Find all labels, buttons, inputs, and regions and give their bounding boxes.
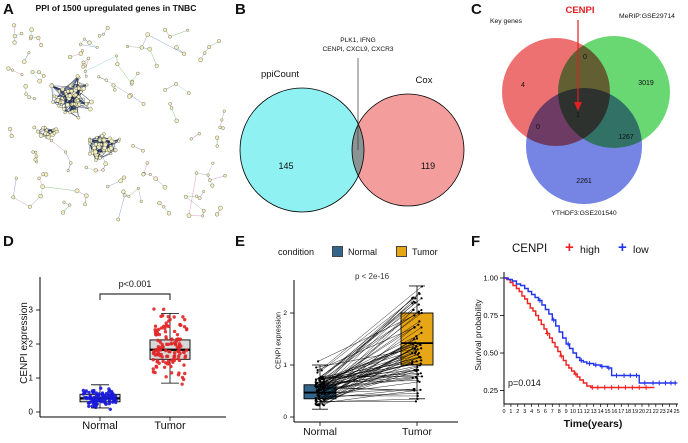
svg-text:21: 21 bbox=[646, 409, 652, 415]
e-x-label-normal: Normal bbox=[303, 426, 337, 438]
f-legend-label-low: low bbox=[633, 244, 649, 256]
venn2-set2-label: Cox bbox=[415, 75, 433, 86]
venn3-plot bbox=[502, 20, 670, 204]
svg-text:15: 15 bbox=[605, 409, 611, 415]
venn3-count-b-only: 3019 bbox=[638, 80, 654, 87]
venn2-overlap-genes-line1: PLK1, IFNG bbox=[340, 37, 376, 44]
svg-text:6: 6 bbox=[544, 409, 547, 415]
svg-text:0.50: 0.50 bbox=[483, 349, 498, 358]
d-y-axis-title: CENPI expression bbox=[19, 302, 30, 384]
e-legend-key-normal bbox=[332, 246, 343, 257]
paired-expression-plot: 0 1 2 bbox=[283, 280, 458, 426]
panel-a: A PPI of 1500 upregulated genes in TNBC bbox=[0, 0, 232, 232]
svg-text:22: 22 bbox=[653, 409, 659, 415]
e-legend-label-tumor: Tumor bbox=[412, 247, 438, 257]
venn2-set1-count: 145 bbox=[278, 161, 294, 171]
expression-scatter-plot: 0 1 2 3 bbox=[29, 277, 226, 421]
panel-b: B PLK1, IFNG CENPI, CXCL9, CXCR3 ppiCoun… bbox=[232, 0, 468, 232]
panel-c: C CENPI Key genes MeRIP:GSE29714 YTHDF3:… bbox=[468, 0, 688, 232]
panel-c-label: C bbox=[471, 1, 482, 18]
venn3-count-ab: 0 bbox=[583, 54, 587, 61]
panel-d: D 0 1 2 3 CENPI expression p<0.001 Normal T… bbox=[0, 232, 232, 443]
venn3-count-ac: 0 bbox=[536, 124, 540, 131]
svg-text:0.75: 0.75 bbox=[483, 311, 498, 320]
e-legend-label-normal: Normal bbox=[348, 247, 378, 257]
panel-a-label: A bbox=[3, 1, 14, 18]
f-x-axis-title: Time(years) bbox=[563, 418, 623, 430]
survival-plot: 1.000.750.500.250 1 2 3 4 5 6 7 8 9 10 11 12 13 14 15 16… bbox=[483, 272, 680, 415]
svg-text:18: 18 bbox=[625, 409, 631, 415]
f-legend-label-high: high bbox=[580, 244, 600, 256]
svg-text:5: 5 bbox=[537, 409, 540, 415]
panel-e-label: E bbox=[235, 233, 246, 250]
venn3-setc-label: YTHDF3:GSE201540 bbox=[551, 210, 617, 217]
venn2-set2-count: 119 bbox=[420, 161, 436, 171]
venn3-setb-label: MeRIP:GSE29714 bbox=[619, 13, 675, 20]
svg-text:13: 13 bbox=[591, 409, 597, 415]
svg-text:11: 11 bbox=[577, 409, 583, 415]
svg-text:0: 0 bbox=[283, 414, 287, 421]
svg-text:0: 0 bbox=[503, 409, 506, 415]
svg-text:0: 0 bbox=[29, 408, 34, 417]
panel-b-label: B bbox=[235, 1, 246, 18]
panel-d-label: D bbox=[3, 233, 14, 250]
e-x-label-tumor: Tumor bbox=[402, 426, 432, 438]
d-pvalue: p<0.001 bbox=[118, 279, 152, 289]
svg-text:1.00: 1.00 bbox=[483, 274, 498, 283]
cenpi-highlight-label: CENPI bbox=[565, 5, 595, 16]
svg-text:9: 9 bbox=[565, 409, 568, 415]
panel-f: F 1.00 0.75 0.50 0.25 0 1 2 3 4 5 6 7 8 9 10 11 12 13 14 15… bbox=[468, 232, 688, 443]
svg-text:7: 7 bbox=[551, 409, 554, 415]
f-legend-plus-high-icon: + bbox=[565, 239, 574, 256]
venn3-seta-label: Key genes bbox=[489, 18, 523, 25]
panel-f-label: F bbox=[471, 233, 481, 250]
venn2-set1-label: ppiCount bbox=[260, 69, 300, 80]
svg-text:1: 1 bbox=[283, 362, 287, 369]
panel-e: E 0 1 2 condition Normal Tumor p < 2e-16 C… bbox=[232, 232, 468, 443]
d-x-label-tumor: Tumor bbox=[154, 420, 186, 432]
svg-text:16: 16 bbox=[611, 409, 617, 415]
svg-text:2: 2 bbox=[283, 310, 287, 317]
svg-text:1: 1 bbox=[509, 409, 512, 415]
svg-text:12: 12 bbox=[584, 409, 590, 415]
svg-text:10: 10 bbox=[570, 409, 576, 415]
e-legend-key-tumor bbox=[396, 246, 407, 257]
f-legend-plus-low-icon: + bbox=[618, 239, 627, 256]
ppi-network-plot bbox=[6, 23, 227, 222]
e-pvalue: p < 2e-16 bbox=[354, 272, 390, 281]
venn3-count-a-only: 4 bbox=[521, 82, 525, 89]
svg-text:3: 3 bbox=[29, 306, 34, 315]
svg-text:14: 14 bbox=[598, 409, 604, 415]
svg-text:2: 2 bbox=[29, 340, 34, 349]
svg-text:1: 1 bbox=[29, 374, 34, 383]
svg-text:0.25: 0.25 bbox=[483, 386, 498, 395]
svg-text:17: 17 bbox=[618, 409, 624, 415]
d-x-label-normal: Normal bbox=[82, 420, 118, 432]
svg-text:23: 23 bbox=[660, 409, 666, 415]
svg-text:8: 8 bbox=[558, 409, 561, 415]
e-y-axis-title: CENPI expression bbox=[275, 311, 283, 370]
svg-text:3: 3 bbox=[523, 409, 526, 415]
svg-text:19: 19 bbox=[632, 409, 638, 415]
svg-text:20: 20 bbox=[639, 409, 645, 415]
svg-text:2: 2 bbox=[516, 409, 519, 415]
venn2-overlap-genes-line2: CENPI, CXCL9, CXCR3 bbox=[322, 46, 394, 53]
network-title: PPI of 1500 upregulated genes in TNBC bbox=[35, 3, 197, 13]
f-pvalue: p=0.014 bbox=[508, 378, 541, 388]
svg-text:25: 25 bbox=[674, 409, 680, 415]
venn3-count-c-only: 2261 bbox=[576, 178, 592, 185]
f-y-axis-title: Survival probability bbox=[473, 299, 483, 371]
svg-text:4: 4 bbox=[530, 409, 533, 415]
e-legend-title: condition bbox=[278, 247, 315, 257]
f-legend-title: CENPI bbox=[512, 243, 548, 255]
venn2-plot bbox=[239, 58, 465, 213]
venn3-count-bc: 1267 bbox=[618, 134, 634, 141]
svg-text:24: 24 bbox=[667, 409, 673, 415]
venn3-count-abc: 1 bbox=[576, 112, 580, 119]
